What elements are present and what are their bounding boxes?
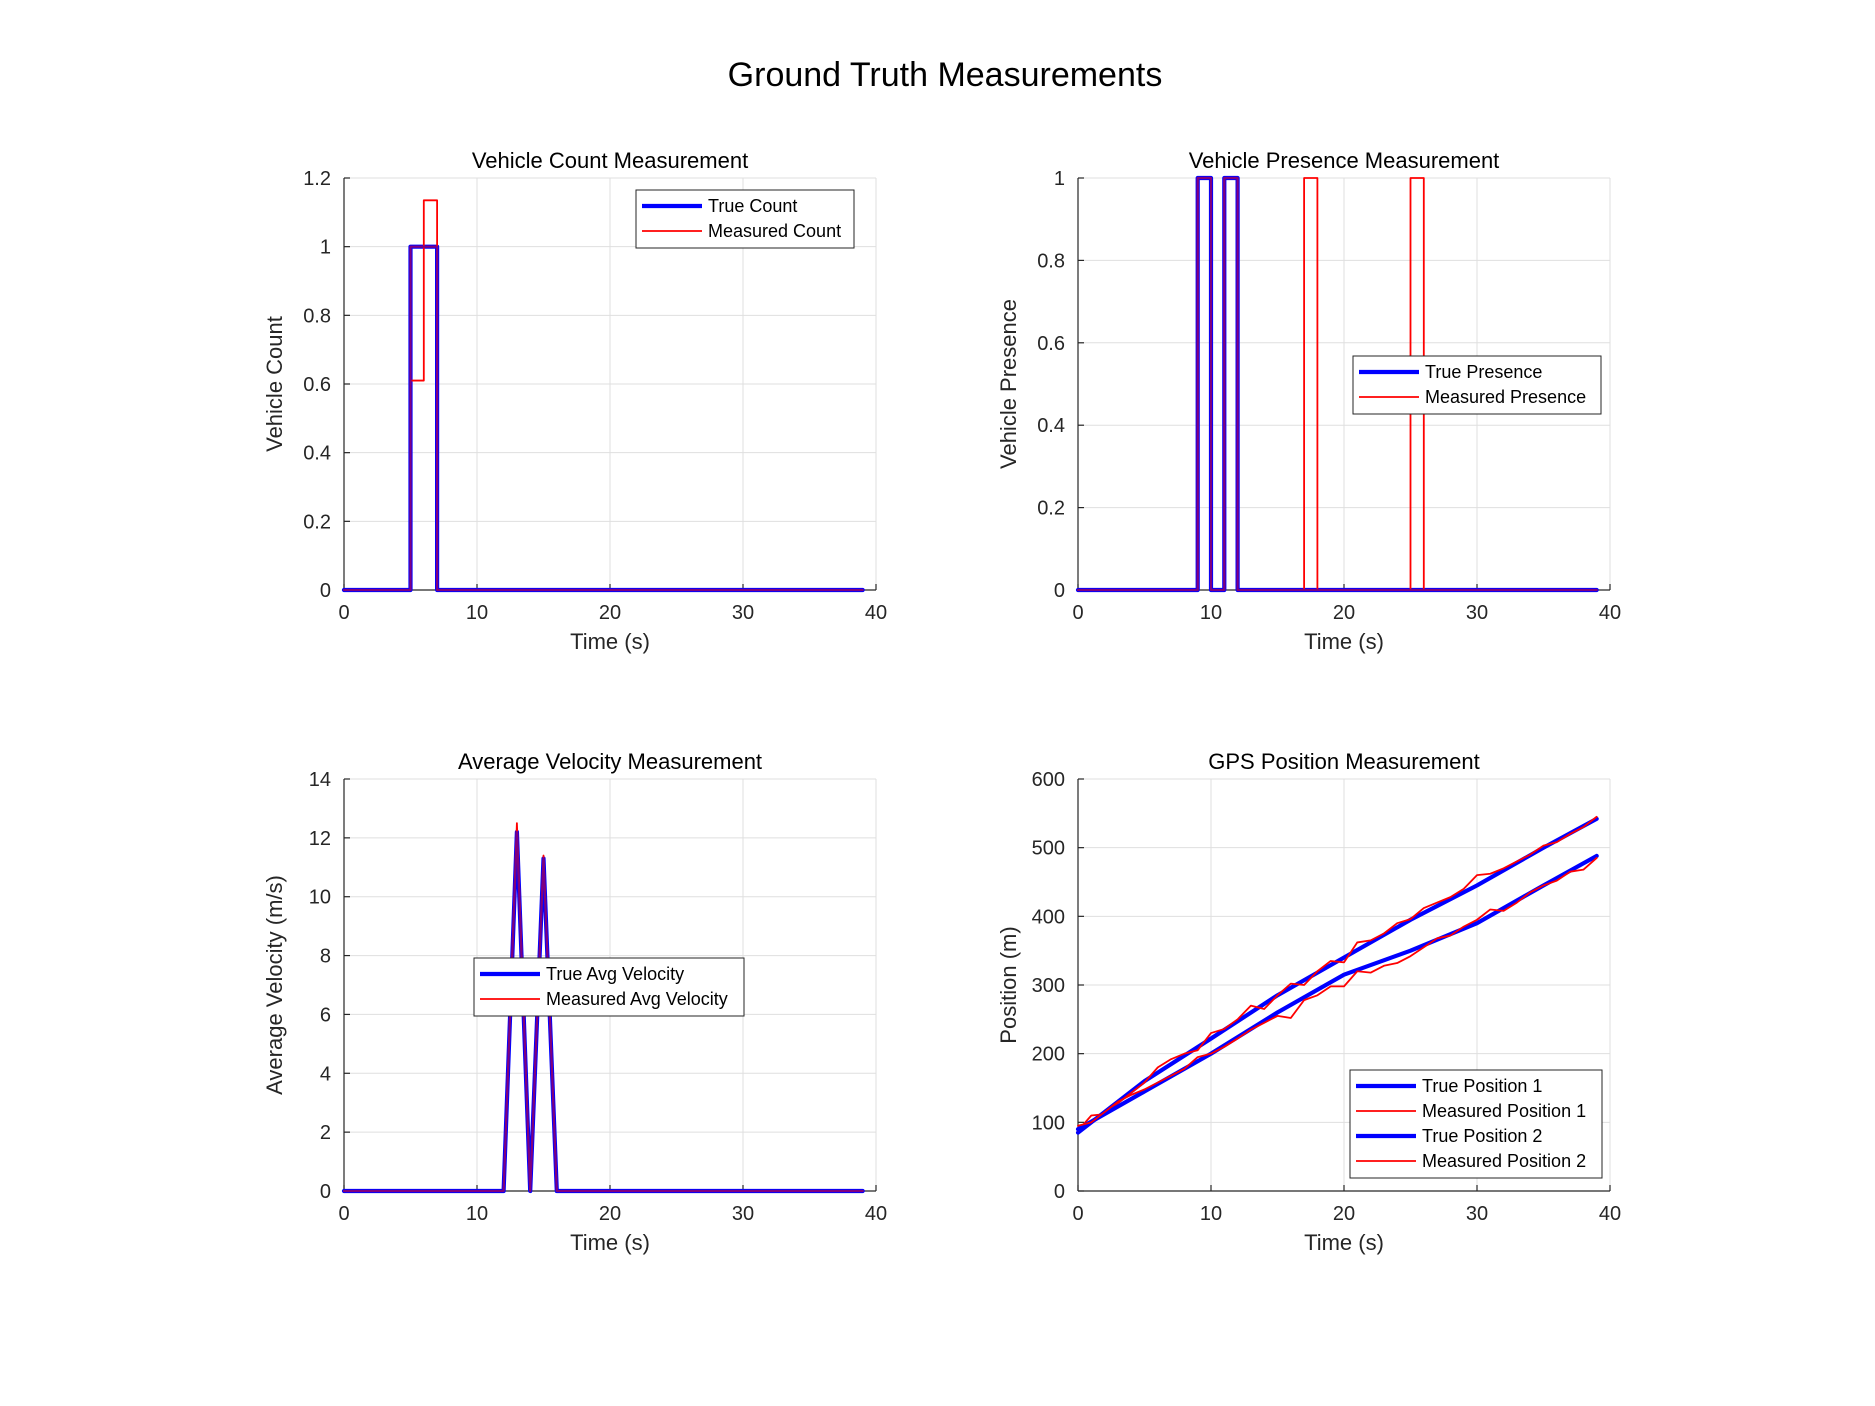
y-tick-label-3: 0.6 [303,374,331,396]
overlap-line-true-presence [1076,176,1598,592]
x-tick-label-2: 20 [1333,1203,1355,1225]
y-tick-label-2: 0.4 [303,443,331,465]
legend-label-true-position-1: True Position 1 [1422,1076,1542,1096]
x-axis-label: Time (s) [570,629,650,654]
legend-label-true-count: True Count [708,196,797,216]
legend-label-true-presence: True Presence [1425,362,1542,382]
chart-title: Average Velocity Measurement [458,749,762,774]
y-tick-label-4: 400 [1032,906,1065,928]
chart-title: GPS Position Measurement [1208,749,1479,774]
legend-label-measured-position-1: Measured Position 1 [1422,1101,1586,1121]
x-tick-label-1: 10 [1200,1203,1222,1225]
y-tick-label-2: 0.4 [1037,415,1065,437]
legend-label-measured-avg-velocity: Measured Avg Velocity [546,989,728,1009]
y-axis-label: Vehicle Presence [996,299,1021,469]
legend: True Presence Measured Presence [1352,355,1602,415]
legend: True Count Measured Count [635,189,855,249]
chart-title: Vehicle Presence Measurement [1189,148,1500,173]
x-tick-label-0: 0 [1072,602,1083,624]
x-tick-label-3: 30 [732,1203,754,1225]
chart-1: 0 10 20 30 40 0 0.2 0.4 0.6 0.8 1 1.2 Vehicle Count … [262,148,887,654]
y-axis-label: Position (m) [996,926,1021,1043]
series-line-measured-position-2 [1077,857,1598,1127]
y-tick-label-2: 4 [320,1063,331,1085]
y-axis-label: Average Velocity (m/s) [262,875,287,1095]
y-tick-label-2: 200 [1032,1044,1065,1066]
x-tick-label-4: 40 [865,1203,887,1225]
overlap-line-true-count [342,245,864,592]
x-tick-label-3: 30 [1466,1203,1488,1225]
x-tick-label-2: 20 [1333,602,1355,624]
legend-label-true-avg-velocity: True Avg Velocity [546,964,684,984]
legend: True Position 1 Measured Position 1 True P… [1349,1069,1603,1179]
x-tick-label-0: 0 [1072,1203,1083,1225]
y-tick-label-1: 0.2 [1037,498,1065,520]
y-tick-label-6: 12 [309,828,331,850]
x-axis-label: Time (s) [1304,1230,1384,1255]
x-tick-label-4: 40 [865,602,887,624]
y-tick-label-7: 14 [309,769,331,791]
y-tick-label-3: 0.6 [1037,333,1065,355]
x-tick-label-2: 20 [599,1203,621,1225]
x-tick-label-1: 10 [1200,602,1222,624]
y-tick-label-0: 0 [1054,580,1065,602]
y-tick-label-4: 0.8 [1037,250,1065,272]
y-tick-label-6: 1.2 [303,168,331,190]
y-tick-label-3: 6 [320,1004,331,1026]
y-tick-label-0: 0 [320,1181,331,1203]
legend: True Avg Velocity Measured Avg Velocity [473,957,745,1017]
y-tick-label-4: 8 [320,946,331,968]
legend-box [1352,355,1602,415]
legend-label-measured-position-2: Measured Position 2 [1422,1151,1586,1171]
y-tick-label-6: 600 [1032,769,1065,791]
y-axis-label: Vehicle Count [262,316,287,452]
x-tick-label-1: 10 [466,1203,488,1225]
x-tick-label-4: 40 [1599,602,1621,624]
x-tick-label-0: 0 [338,1203,349,1225]
series-line-measured-position-1 [1077,815,1598,1132]
chart-3: 0 10 20 30 40 0 2 4 6 8 10 12 14 Average Velocity Mea… [262,749,887,1255]
x-tick-label-1: 10 [466,602,488,624]
y-tick-label-5: 1 [320,237,331,259]
chart-2: 0 10 20 30 40 0 0.2 0.4 0.6 0.8 1 Vehicle Presence … [996,148,1621,654]
y-tick-label-0: 0 [1054,1181,1065,1203]
series-line-true-position-1 [1075,816,1599,1135]
legend-box [473,957,745,1017]
y-tick-label-0: 0 [320,580,331,602]
y-tick-label-5: 10 [309,887,331,909]
x-tick-label-0: 0 [338,602,349,624]
figure-title: Ground Truth Measurements [728,56,1163,94]
y-tick-label-3: 300 [1032,975,1065,997]
overlap-line-true-avg-velocity [342,830,864,1193]
y-tick-label-5: 1 [1054,168,1065,190]
x-tick-label-4: 40 [1599,1203,1621,1225]
x-axis-label: Time (s) [1304,629,1384,654]
y-tick-label-1: 100 [1032,1112,1065,1134]
y-tick-label-1: 2 [320,1122,331,1144]
chart-title: Vehicle Count Measurement [472,148,748,173]
legend-label-true-position-2: True Position 2 [1422,1126,1542,1146]
y-tick-label-4: 0.8 [303,305,331,327]
x-axis-label: Time (s) [570,1230,650,1255]
legend-box [635,189,855,249]
x-tick-label-3: 30 [732,602,754,624]
x-tick-label-3: 30 [1466,602,1488,624]
legend-label-measured-count: Measured Count [708,221,841,241]
x-tick-label-2: 20 [599,602,621,624]
y-tick-label-5: 500 [1032,838,1065,860]
legend-label-measured-presence: Measured Presence [1425,387,1586,407]
y-tick-label-1: 0.2 [303,511,331,533]
